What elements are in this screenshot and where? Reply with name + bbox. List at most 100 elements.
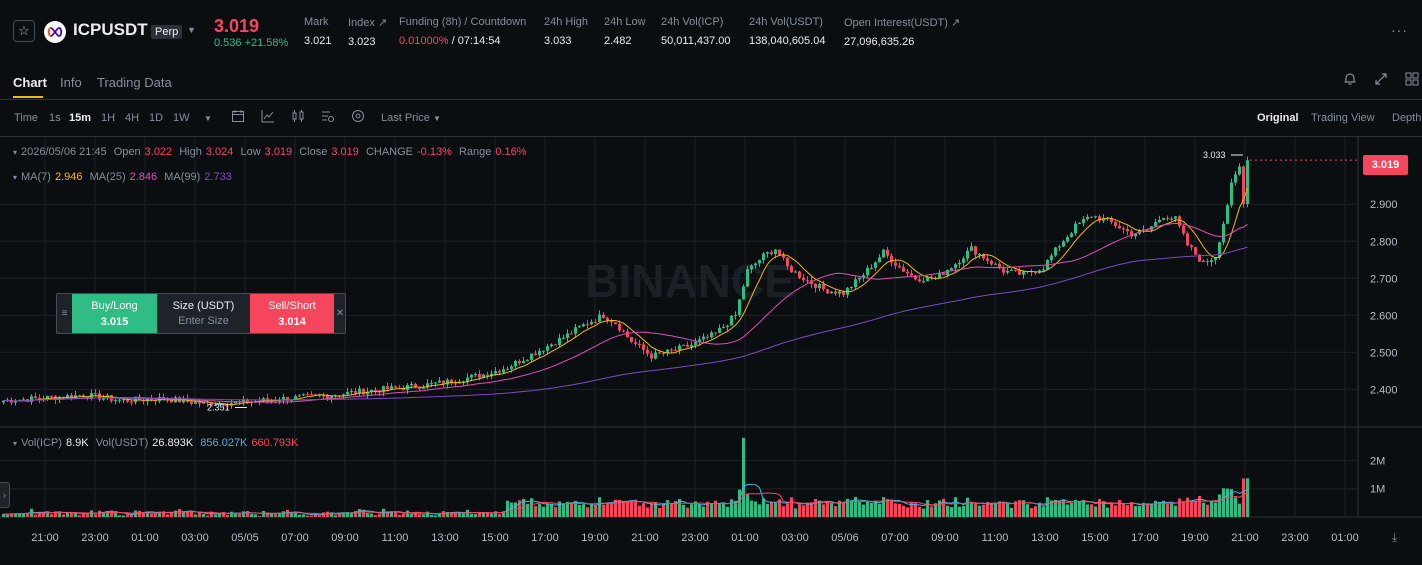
drag-handle-icon[interactable]: ≡ (61, 308, 68, 319)
volume-bar (806, 502, 809, 517)
volume-bar (1110, 502, 1113, 517)
candle-body (514, 360, 517, 367)
candle-type-icon[interactable] (291, 109, 305, 126)
candlestick-chart[interactable]: BINANCE 21:00 23:00 01:00 03:00 05/05 07:00 09… (0, 137, 1422, 565)
line-drawing-icon[interactable] (261, 109, 275, 126)
settings-icon[interactable] (351, 109, 365, 126)
close-icon[interactable]: ✕ (335, 308, 345, 319)
candle-body (1070, 233, 1073, 237)
volume-bar (646, 507, 649, 517)
candle-body (758, 260, 761, 264)
symbol-dropdown-caret-icon[interactable]: ▼ (187, 25, 196, 35)
volume-bar (762, 498, 765, 517)
interval-1h[interactable]: 1H (101, 112, 116, 124)
candle-body (978, 253, 981, 255)
interval-4h[interactable]: 4H (125, 112, 140, 124)
stat-index[interactable]: Index ↗ 3.023 (348, 17, 388, 48)
stat-24h-high: 24h High 3.033 (544, 16, 589, 47)
volume-bar (18, 513, 21, 517)
size-input[interactable] (163, 315, 244, 327)
candle-body (1106, 218, 1109, 220)
volume-bar (1218, 494, 1221, 517)
go-to-latest-icon[interactable]: ⤓ (1392, 530, 1398, 544)
view-depth[interactable]: Depth (1392, 112, 1422, 124)
candle-body (638, 343, 641, 345)
candle-body (478, 373, 481, 378)
ma7-line (3, 187, 1248, 405)
volume-bar (490, 513, 493, 517)
volume-bar (54, 511, 57, 517)
buy-long-button[interactable]: Buy/Long 3.015 (72, 294, 157, 333)
volume-bar (486, 512, 489, 517)
volume-bar (578, 504, 581, 517)
candle-body (554, 344, 557, 346)
candle-body (370, 389, 373, 392)
interval-1w[interactable]: 1W (173, 112, 190, 124)
volume-bar (1242, 478, 1245, 517)
volume-bar (1050, 500, 1053, 517)
volume-bar (526, 503, 529, 517)
volume-bar (350, 512, 353, 517)
volume-bar (1178, 498, 1181, 517)
tab-trading-data[interactable]: Trading Data (97, 75, 172, 90)
volume-bar (754, 501, 757, 517)
layout-grid-icon[interactable] (1405, 72, 1419, 89)
expand-drawing-tools-icon[interactable]: › (0, 482, 10, 508)
candle-body (518, 360, 521, 364)
candle-body (466, 377, 469, 382)
volume-bar (1126, 505, 1129, 517)
ma25-line (3, 222, 1248, 403)
interval-15m[interactable]: 15m (69, 112, 92, 124)
volume-bar (1122, 504, 1125, 517)
indicators-icon[interactable] (321, 109, 335, 126)
calendar-icon[interactable] (231, 109, 245, 126)
tab-chart[interactable]: Chart (13, 75, 47, 90)
volume-bar (294, 512, 297, 517)
interval-1s[interactable]: 1s (49, 112, 61, 124)
volume-legend-caret-icon[interactable]: ▾ (13, 439, 18, 448)
candle-body (946, 270, 949, 276)
candle-body (542, 350, 545, 352)
volume-bar (282, 511, 285, 517)
view-original[interactable]: Original (1257, 112, 1299, 124)
candle-body (142, 400, 145, 402)
interval-1d[interactable]: 1D (149, 112, 164, 124)
volume-bar (1090, 504, 1093, 517)
volume-bar (906, 507, 909, 517)
candle-body (1122, 228, 1125, 230)
candle-body (942, 272, 945, 276)
interval-dropdown-caret-icon[interactable]: ▼ (204, 114, 212, 123)
volume-bar (110, 510, 113, 517)
volume-bar (390, 511, 393, 517)
candle-body (670, 349, 673, 351)
price-type-select[interactable]: Last Price ▼ (381, 112, 441, 124)
ma-legend-caret-icon[interactable]: ▾ (13, 173, 18, 182)
candle-body (698, 339, 701, 342)
candle-body (226, 405, 229, 407)
volume-bar (878, 503, 881, 517)
tab-info[interactable]: Info (60, 75, 82, 90)
candle-body (882, 249, 885, 258)
volume-bar (874, 500, 877, 517)
stat-open-interest[interactable]: Open Interest(USDT) ↗ 27,096,635.26 (844, 17, 961, 48)
candle-body (330, 396, 333, 399)
volume-bar (1006, 503, 1009, 517)
x-tick-label: 23:00 (81, 532, 109, 544)
more-options-icon[interactable]: ··· (1391, 22, 1408, 38)
legend-collapse-caret-icon[interactable]: ▾ (13, 148, 18, 157)
x-tick-label: 05/06 (831, 532, 859, 544)
volume-bar (394, 512, 397, 517)
candle-body (78, 395, 81, 397)
expand-icon[interactable] (1374, 72, 1388, 89)
candle-body (1246, 160, 1249, 204)
volume-bar (1106, 507, 1109, 517)
candle-body (1230, 182, 1233, 206)
favorite-star-icon[interactable]: ☆ (13, 20, 35, 42)
time-label[interactable]: Time (14, 112, 39, 124)
candle-body (1078, 222, 1081, 224)
view-trading-view[interactable]: Trading View (1311, 112, 1375, 124)
volume-bar (1026, 504, 1029, 517)
symbol-name[interactable]: ICPUSDT (73, 20, 148, 39)
alert-bell-icon[interactable] (1343, 72, 1357, 89)
sell-short-button[interactable]: Sell/Short 3.014 (250, 294, 334, 333)
